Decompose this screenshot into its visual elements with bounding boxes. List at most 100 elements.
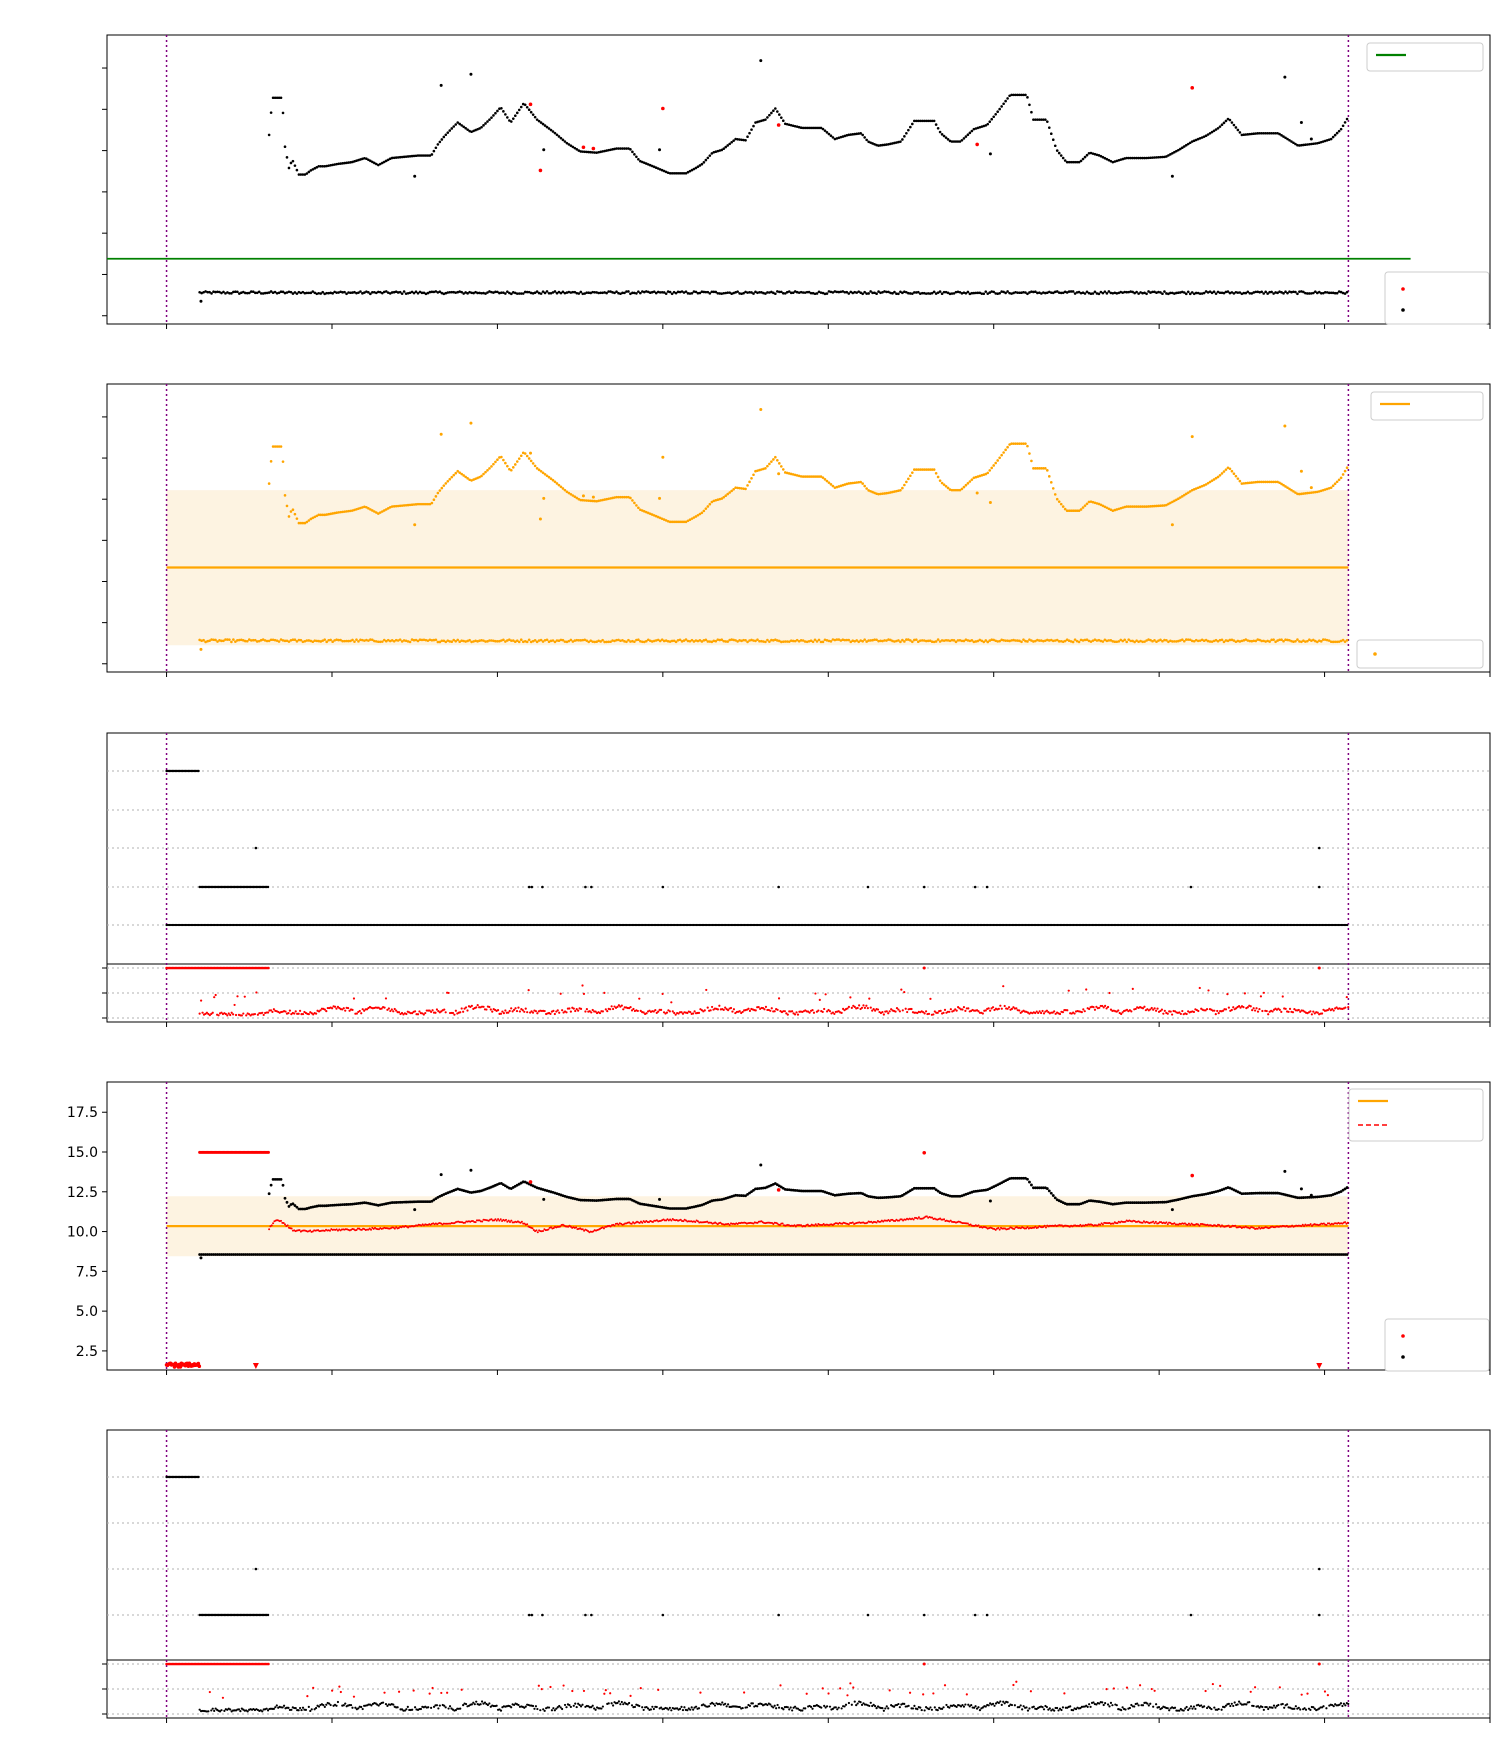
ok-point bbox=[529, 110, 533, 114]
dr-point bbox=[991, 1006, 995, 1009]
ok-point bbox=[212, 1253, 215, 1256]
ok-point bbox=[1182, 1253, 1186, 1256]
ok-point bbox=[1232, 1253, 1236, 1256]
highlighted-point bbox=[1171, 500, 1174, 504]
ok-point bbox=[1075, 1253, 1079, 1256]
dr-point bbox=[400, 1011, 404, 1015]
highlighted-point bbox=[1314, 639, 1317, 643]
ok-point bbox=[1216, 1253, 1220, 1256]
highlighted-point bbox=[760, 639, 763, 643]
highlighted-point bbox=[267, 639, 271, 643]
highlighted-point bbox=[1306, 491, 1309, 495]
highlighted-point bbox=[1147, 638, 1150, 641]
highlighted-point bbox=[702, 639, 706, 642]
highlighted-point bbox=[670, 639, 674, 643]
dr-point bbox=[1166, 1012, 1169, 1015]
ok-point bbox=[291, 159, 295, 163]
highlighted-point bbox=[1089, 640, 1093, 643]
highlighted-point bbox=[521, 451, 525, 455]
highlighted-point bbox=[811, 475, 815, 478]
dr-point bbox=[527, 989, 530, 992]
ok-point bbox=[615, 1253, 618, 1256]
dr-point bbox=[201, 1011, 204, 1014]
highlighted-point bbox=[759, 408, 763, 412]
dr-point bbox=[217, 1014, 220, 1017]
highlighted-point bbox=[1333, 482, 1337, 486]
ok-point bbox=[247, 1253, 251, 1256]
ok-point bbox=[1266, 292, 1269, 295]
dr-point bbox=[315, 1012, 318, 1015]
ok-point bbox=[623, 147, 626, 150]
dr-point bbox=[783, 1010, 786, 1013]
ok-point bbox=[654, 291, 658, 295]
ok-point bbox=[706, 156, 710, 160]
ok-point bbox=[1337, 290, 1341, 293]
ok-point bbox=[289, 1253, 293, 1256]
ok-point bbox=[1310, 292, 1313, 295]
ok-point bbox=[952, 140, 956, 143]
highlighted-point bbox=[849, 481, 853, 485]
highlighted-point bbox=[617, 495, 620, 499]
ok-point bbox=[1284, 136, 1287, 140]
highlighted-point bbox=[1111, 509, 1115, 513]
ok-point bbox=[285, 156, 289, 159]
ok-point bbox=[909, 292, 912, 295]
ok-point bbox=[714, 290, 718, 294]
ok-point bbox=[750, 1253, 753, 1256]
dr-point bbox=[668, 1010, 671, 1013]
ok-point bbox=[843, 134, 847, 138]
highlighted-point bbox=[384, 508, 388, 511]
highlighted-point bbox=[952, 488, 956, 492]
ok-point bbox=[537, 1253, 541, 1256]
ok-point bbox=[1294, 1253, 1297, 1256]
dr-point bbox=[1332, 1009, 1335, 1012]
highlighted-point bbox=[702, 509, 706, 513]
ok-point bbox=[1254, 290, 1258, 294]
dr-point bbox=[828, 1010, 832, 1013]
ok-point bbox=[1309, 1253, 1313, 1256]
ok-point bbox=[335, 291, 338, 294]
ok-point bbox=[1335, 1253, 1339, 1256]
highlighted-point bbox=[1044, 639, 1047, 642]
ok-point bbox=[561, 138, 565, 142]
highlighted-point bbox=[315, 639, 319, 643]
ok-point bbox=[1246, 133, 1250, 136]
ok-point bbox=[1016, 93, 1019, 97]
ok-point bbox=[1321, 140, 1325, 143]
dr-point bbox=[1162, 1012, 1165, 1015]
highlighted-point bbox=[660, 517, 664, 521]
highlighted-point bbox=[279, 445, 283, 448]
ok-point bbox=[204, 290, 207, 293]
ok-point bbox=[1155, 291, 1158, 295]
highlighted-point bbox=[1220, 472, 1224, 475]
ok-point bbox=[392, 1253, 396, 1256]
ok-point bbox=[811, 291, 815, 295]
highlighted-point bbox=[494, 639, 497, 643]
ok-point bbox=[1089, 292, 1093, 295]
ok-point bbox=[815, 1253, 819, 1256]
highlighted-point bbox=[950, 488, 954, 492]
highlighted-point bbox=[1276, 480, 1279, 484]
highlighted-point bbox=[960, 639, 964, 643]
not-ok-point bbox=[661, 106, 665, 111]
ok-point bbox=[988, 291, 992, 294]
dr-point bbox=[507, 1011, 510, 1014]
ok-point bbox=[585, 291, 589, 294]
ok-point bbox=[510, 292, 513, 296]
highlighted-point bbox=[762, 467, 765, 471]
highlighted-point bbox=[1173, 640, 1176, 643]
highlighted-point bbox=[593, 640, 596, 644]
dr-point bbox=[654, 1009, 657, 1012]
ok-point bbox=[712, 290, 716, 294]
ok-point bbox=[1147, 290, 1150, 293]
dr-point bbox=[939, 1009, 942, 1013]
ok-point bbox=[899, 290, 902, 294]
ok-point bbox=[1238, 131, 1242, 134]
ok-point bbox=[1312, 291, 1315, 295]
highlighted-point bbox=[766, 464, 769, 468]
ok-point bbox=[1226, 290, 1230, 293]
dr-point bbox=[422, 1013, 425, 1016]
ok-point bbox=[962, 137, 966, 140]
highlighted-point bbox=[833, 486, 837, 489]
highlighted-point bbox=[656, 638, 660, 642]
